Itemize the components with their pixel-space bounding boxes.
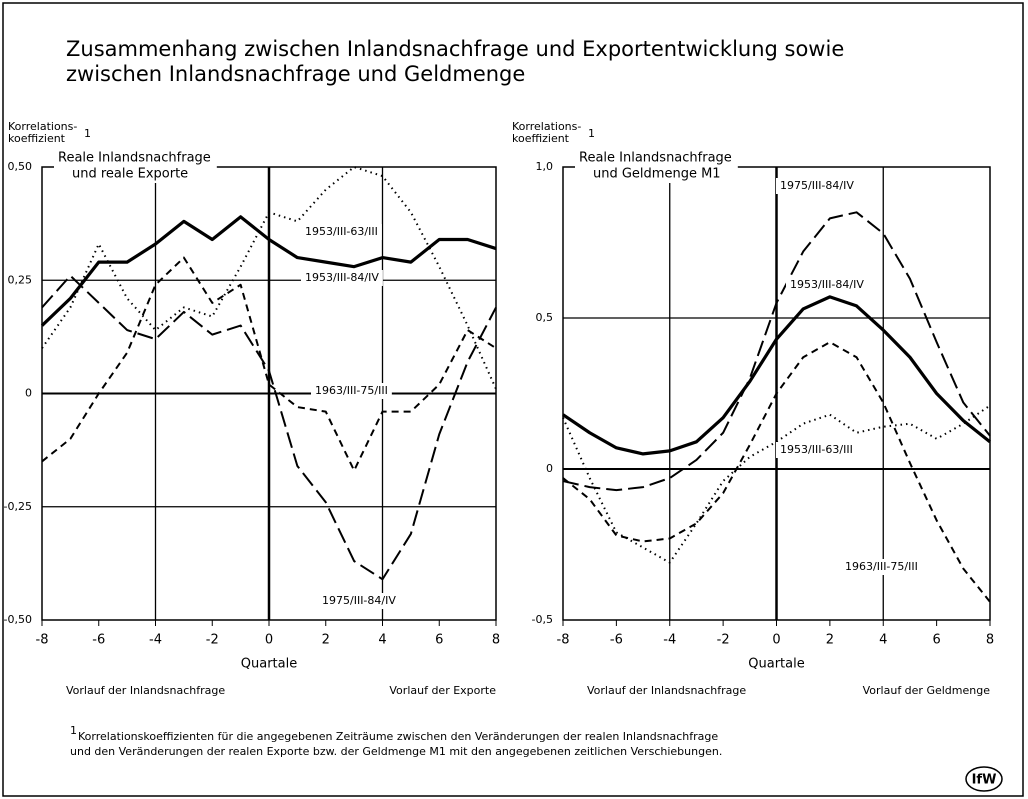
panel-title-bg <box>575 149 738 183</box>
y-axis-label-mark: 1 <box>84 127 91 140</box>
x-tick-label: 0 <box>772 633 780 648</box>
y-tick-label: -0,5 <box>532 613 553 626</box>
series-line <box>41 274 497 581</box>
page-title: zwischen Inlandsnachfrage und Geldmenge <box>66 62 525 86</box>
series-label: 1975/III-84/IV <box>780 179 854 192</box>
y-axis-label: Korrelations- <box>512 120 581 133</box>
label-bg <box>318 593 400 609</box>
y-tick-label: -0,50 <box>4 613 32 626</box>
x-axis-label: Quartale <box>241 657 297 672</box>
x-tick-label: 6 <box>932 633 940 648</box>
logo-ring <box>965 766 1003 792</box>
x-tick-label: -8 <box>557 633 570 648</box>
y-tick-label: 0,5 <box>536 311 554 324</box>
y-tick-label: 0 <box>25 387 32 400</box>
x-tick-label: 2 <box>322 633 330 648</box>
x-tick-label: 8 <box>986 633 994 648</box>
y-axis-label: koeffizient <box>512 132 570 145</box>
page-title: Zusammenhang zwischen Inlandsnachfrage u… <box>66 37 844 61</box>
x-tick-label: -4 <box>663 633 676 648</box>
footnote-mark: 1 <box>70 724 77 737</box>
panel-title-bg <box>54 149 217 183</box>
logo: IfW <box>972 773 997 788</box>
series-label: 1953/III-63/III <box>780 443 853 456</box>
x-tick-label: -2 <box>717 633 730 648</box>
series-line <box>562 295 991 456</box>
series-line <box>41 166 497 390</box>
x-tick-label: 2 <box>826 633 834 648</box>
series-line <box>562 211 991 492</box>
y-tick-label: 0,25 <box>8 273 33 286</box>
y-axis-label: koeffizient <box>8 132 66 145</box>
x-tick-label: 4 <box>378 633 386 648</box>
series-label: 1953/III-63/III <box>305 225 378 238</box>
label-bg <box>776 178 858 194</box>
label-bg <box>786 277 868 293</box>
x-tick-label: 8 <box>492 633 500 648</box>
series-line <box>41 256 497 472</box>
x-note: Vorlauf der Inlandsnachfrage <box>587 684 746 697</box>
series-label: 1953/III-84/IV <box>305 271 379 284</box>
y-tick-label: 0 <box>546 462 553 475</box>
label-bg <box>776 442 857 458</box>
label-bg <box>311 383 392 399</box>
panel-title: Reale Inlandsnachfrage <box>58 151 211 166</box>
panel-title: und Geldmenge M1 <box>593 167 721 182</box>
y-axis-label: Korrelations- <box>8 120 77 133</box>
label-bg <box>841 559 922 575</box>
panel-title: Reale Inlandsnachfrage <box>579 151 732 166</box>
series-line <box>562 404 991 564</box>
series-line <box>562 341 991 603</box>
x-note: Vorlauf der Exporte <box>389 684 496 697</box>
panel-title: und reale Exporte <box>72 167 188 182</box>
x-note: Vorlauf der Inlandsnachfrage <box>66 684 225 697</box>
x-tick-label: -4 <box>149 633 162 648</box>
label-bg <box>301 270 383 286</box>
y-tick-label: 1,0 <box>536 160 554 173</box>
series-label: 1963/III-75/III <box>845 560 918 573</box>
x-axis-label: Quartale <box>748 657 804 672</box>
series-line <box>40 215 497 327</box>
y-tick-label: 0,50 <box>8 160 33 173</box>
footnote: Korrelationskoeffizienten für die angege… <box>78 730 718 743</box>
x-tick-label: 6 <box>435 633 443 648</box>
footnote: und den Veränderungen der realen Exporte… <box>70 745 722 758</box>
x-tick-label: 4 <box>879 633 887 648</box>
label-bg <box>301 224 382 240</box>
x-tick-label: 0 <box>265 633 273 648</box>
x-note: Vorlauf der Geldmenge <box>863 684 991 697</box>
x-tick-label: -6 <box>92 633 105 648</box>
x-tick-label: -8 <box>36 633 49 648</box>
y-tick-label: -0,25 <box>4 500 32 513</box>
series-label: 1975/III-84/IV <box>322 594 396 607</box>
series-label: 1953/III-84/IV <box>790 278 864 291</box>
x-tick-label: -6 <box>610 633 623 648</box>
series-label: 1963/III-75/III <box>315 384 388 397</box>
y-axis-label-mark: 1 <box>588 127 595 140</box>
x-tick-label: -2 <box>206 633 219 648</box>
